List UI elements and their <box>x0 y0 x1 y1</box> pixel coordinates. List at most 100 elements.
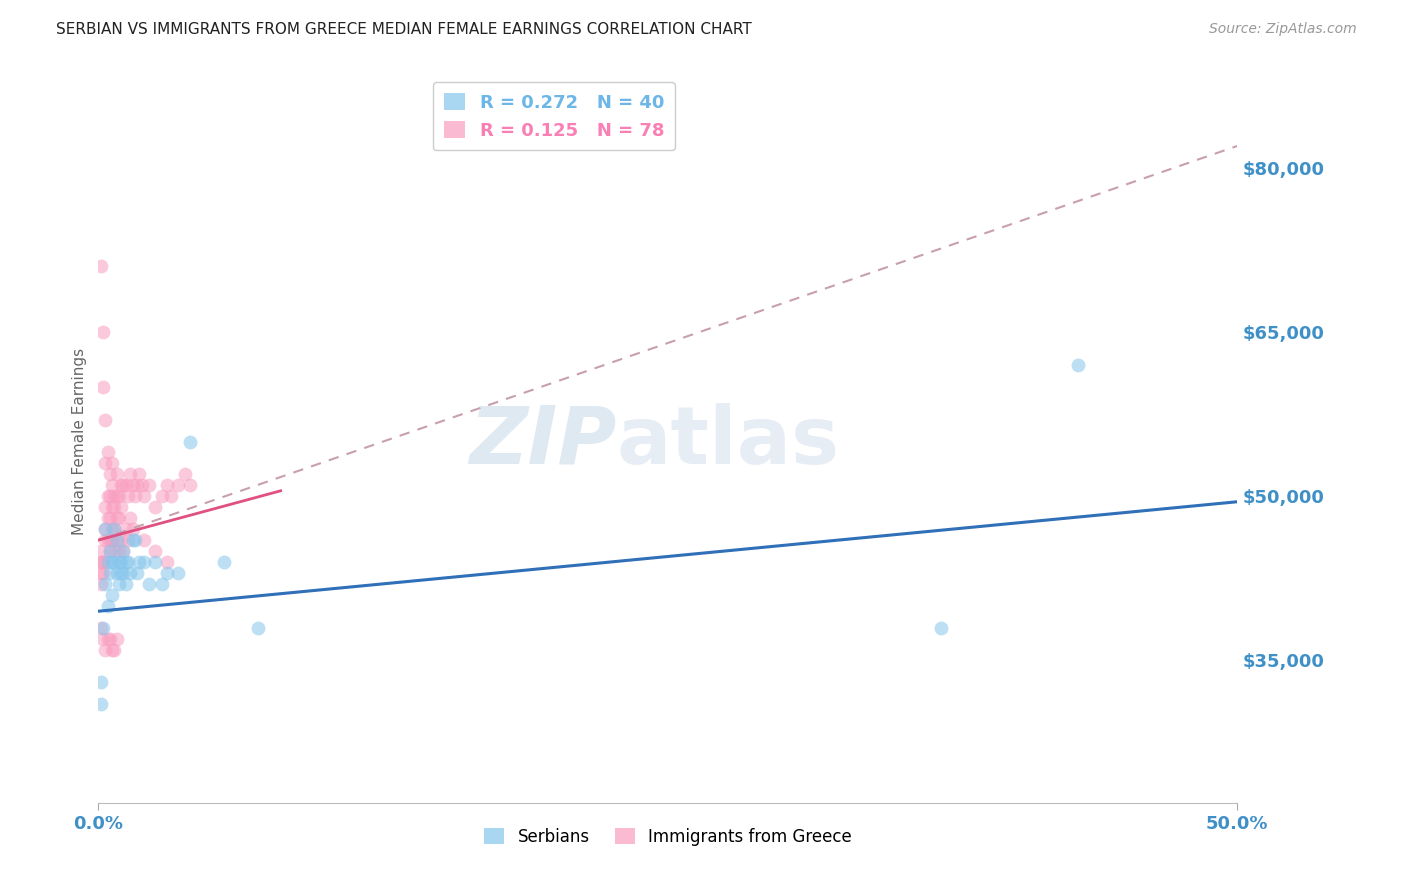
Point <box>96 533 118 547</box>
Point <box>108 511 131 525</box>
Point <box>131 478 153 492</box>
Point <box>160 489 183 503</box>
Point <box>132 489 155 503</box>
Point <box>132 555 155 569</box>
Point <box>91 555 114 569</box>
Point <box>179 478 201 492</box>
Point <box>167 478 190 492</box>
Point <box>96 445 118 459</box>
Point <box>1067 358 1090 372</box>
Point <box>105 533 128 547</box>
Point <box>179 434 201 449</box>
Point <box>94 577 117 591</box>
Point <box>105 467 128 482</box>
Point <box>103 489 125 503</box>
Point <box>101 533 124 547</box>
Point <box>212 555 235 569</box>
Point <box>124 533 146 547</box>
Point <box>132 533 155 547</box>
Point <box>98 566 121 580</box>
Point <box>128 467 150 482</box>
Point <box>121 533 143 547</box>
Point <box>156 478 179 492</box>
Point <box>112 544 135 558</box>
Point <box>94 457 117 471</box>
Point <box>94 522 117 536</box>
Point <box>98 467 121 482</box>
Point <box>128 555 150 569</box>
Point <box>124 489 146 503</box>
Point <box>117 555 139 569</box>
Point <box>110 500 132 515</box>
Point <box>96 555 118 569</box>
Point <box>91 325 114 339</box>
Point <box>110 533 132 547</box>
Point <box>101 478 124 492</box>
Point <box>138 478 160 492</box>
Point <box>91 380 114 394</box>
Point <box>110 566 132 580</box>
Point <box>98 544 121 558</box>
Point <box>156 555 179 569</box>
Point <box>112 566 135 580</box>
Point <box>101 457 124 471</box>
Point <box>246 621 269 635</box>
Point <box>90 260 112 274</box>
Point <box>114 555 136 569</box>
Point <box>101 588 124 602</box>
Text: SERBIAN VS IMMIGRANTS FROM GREECE MEDIAN FEMALE EARNINGS CORRELATION CHART: SERBIAN VS IMMIGRANTS FROM GREECE MEDIAN… <box>56 22 752 37</box>
Text: ZIP: ZIP <box>470 402 617 481</box>
Point <box>90 566 112 580</box>
Point <box>127 566 149 580</box>
Point <box>94 412 117 426</box>
Point <box>90 577 112 591</box>
Point <box>90 698 112 712</box>
Point <box>101 522 124 536</box>
Point <box>101 555 124 569</box>
Point <box>103 555 125 569</box>
Point <box>103 522 125 536</box>
Point <box>138 577 160 591</box>
Point <box>96 632 118 646</box>
Point <box>101 533 124 547</box>
Point <box>145 544 167 558</box>
Point <box>98 489 121 503</box>
Point <box>105 511 128 525</box>
Point <box>91 632 114 646</box>
Point <box>105 489 128 503</box>
Point <box>101 642 124 657</box>
Point <box>112 478 135 492</box>
Point <box>117 489 139 503</box>
Legend: Serbians, Immigrants from Greece: Serbians, Immigrants from Greece <box>478 821 858 852</box>
Point <box>120 511 142 525</box>
Point <box>94 500 117 515</box>
Point <box>108 555 131 569</box>
Text: atlas: atlas <box>617 402 839 481</box>
Point <box>174 467 197 482</box>
Point <box>98 511 121 525</box>
Point <box>105 566 128 580</box>
Point <box>114 577 136 591</box>
Point <box>121 522 143 536</box>
Point <box>105 632 128 646</box>
Point <box>110 478 132 492</box>
Point <box>117 533 139 547</box>
Point <box>98 544 121 558</box>
Point <box>90 555 112 569</box>
Point <box>145 500 167 515</box>
Point <box>156 566 179 580</box>
Point <box>98 632 121 646</box>
Point <box>103 544 125 558</box>
Point <box>90 544 112 558</box>
Point <box>96 599 118 613</box>
Point <box>114 478 136 492</box>
Point <box>110 555 132 569</box>
Point <box>90 621 112 635</box>
Y-axis label: Median Female Earnings: Median Female Earnings <box>72 348 87 535</box>
Point <box>108 577 131 591</box>
Point <box>94 642 117 657</box>
Point <box>120 467 142 482</box>
Point <box>127 478 149 492</box>
Point <box>108 489 131 503</box>
Point <box>91 555 114 569</box>
